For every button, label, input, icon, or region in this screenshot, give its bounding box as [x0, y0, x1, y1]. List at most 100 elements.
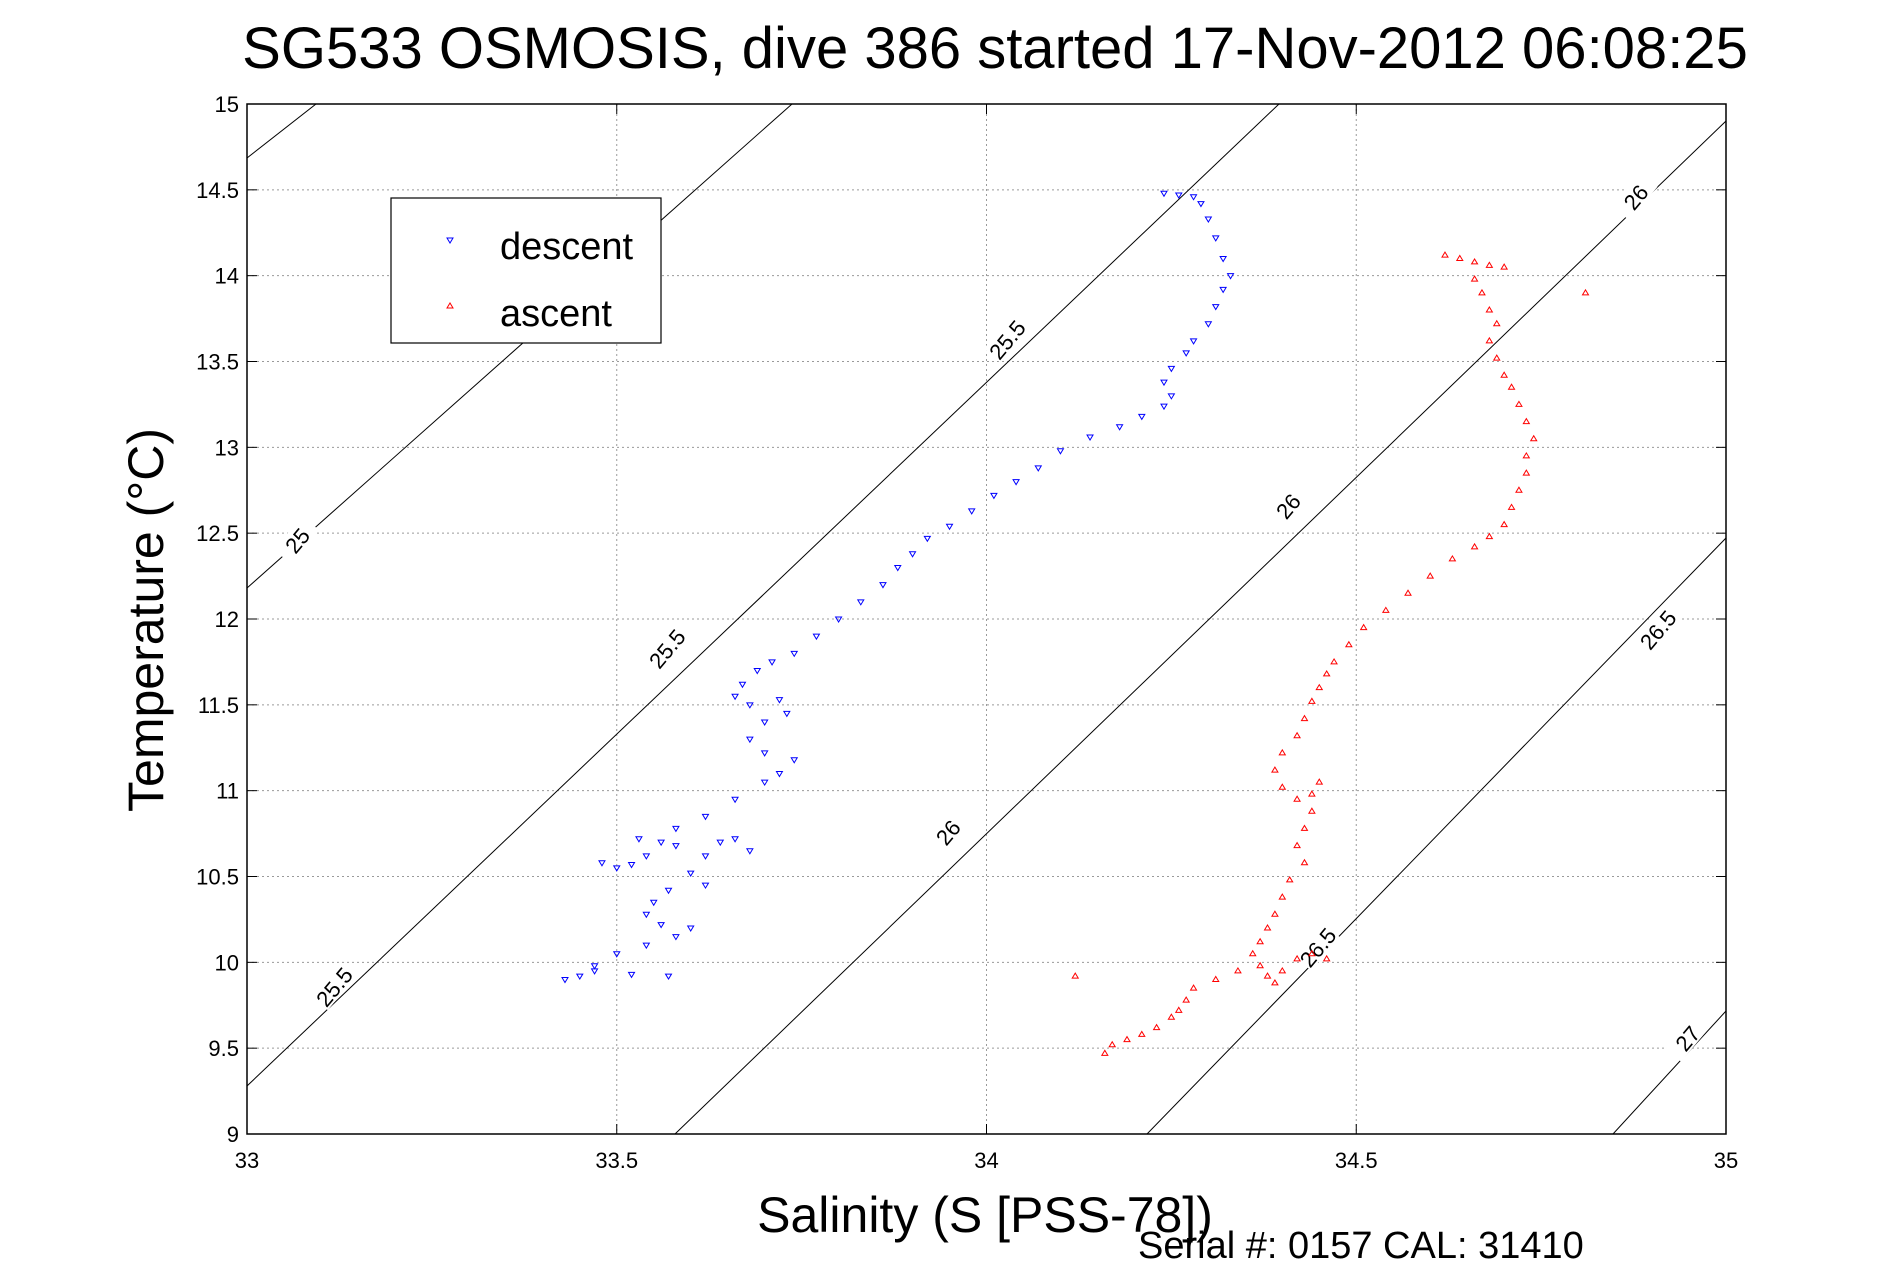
- descent-point: [856, 599, 865, 606]
- ascent-point: [1455, 254, 1464, 261]
- descent-point: [760, 750, 769, 757]
- ascent-point: [1315, 683, 1324, 691]
- x-axis-label: Salinity (S [PSS-78]): [757, 1187, 1213, 1243]
- descent-point: [790, 757, 799, 764]
- ascent-point: [1285, 875, 1294, 883]
- ascent-point: [1485, 261, 1494, 268]
- ascent-point: [1307, 949, 1316, 957]
- ascent-point: [1152, 1023, 1161, 1031]
- descent-point: [664, 887, 673, 895]
- ascent-point: [1448, 554, 1457, 562]
- ascent-point: [1500, 263, 1509, 270]
- ascent-point: [1529, 434, 1538, 442]
- ascent-point: [1478, 288, 1486, 296]
- y-tick-label: 11: [216, 779, 239, 804]
- descent-point: [612, 865, 621, 872]
- ascent-point: [1278, 783, 1287, 790]
- descent-point: [1160, 190, 1168, 198]
- descent-point: [967, 508, 976, 515]
- ascent-point: [1322, 669, 1331, 677]
- ascent-point: [1515, 400, 1523, 407]
- descent-point: [775, 697, 784, 704]
- descent-point: [1182, 350, 1191, 357]
- descent-point: [745, 736, 754, 744]
- descent-point: [760, 779, 769, 787]
- descent-point: [1137, 413, 1146, 421]
- descent-point: [1211, 235, 1220, 242]
- descent-point: [1219, 256, 1228, 263]
- y-tick-label: 12: [215, 607, 239, 632]
- descent-point: [893, 565, 902, 572]
- ascent-point: [1234, 966, 1242, 974]
- ascent-point: [1344, 640, 1353, 648]
- legend-ascent-label: ascent: [500, 293, 612, 335]
- ascent-point: [1315, 778, 1324, 785]
- ascent-point: [1263, 972, 1272, 979]
- ascent-point: [1507, 503, 1516, 510]
- descent-point: [686, 925, 695, 932]
- descent-point: [701, 813, 710, 821]
- descent-point: [598, 860, 606, 867]
- descent-point: [627, 971, 636, 979]
- y-tick-label: 9.5: [208, 1036, 239, 1061]
- ascent-point: [1500, 520, 1509, 528]
- contour-label-background: [273, 515, 320, 564]
- y-tick-label: 10: [215, 950, 239, 975]
- ascent-point: [1522, 469, 1531, 476]
- ascent-point: [1271, 978, 1279, 986]
- contour-label-background: [643, 624, 689, 672]
- data-points: [561, 190, 1590, 1056]
- descent-point: [1086, 434, 1094, 442]
- legend-box: [390, 197, 662, 344]
- descent-point: [642, 942, 651, 950]
- y-tick-label: 10.5: [196, 865, 239, 890]
- descent-point: [1211, 304, 1220, 311]
- ascent-point: [1522, 417, 1531, 425]
- y-tick-label: 14.5: [196, 178, 239, 203]
- y-tick-label: 9: [227, 1122, 239, 1147]
- descent-point: [738, 681, 747, 689]
- ascent-point: [1507, 383, 1516, 390]
- ascent-point: [1500, 371, 1509, 378]
- ascent-point: [1182, 996, 1191, 1003]
- ascent-point: [1522, 451, 1531, 459]
- ascent-point: [1293, 841, 1301, 849]
- ascent-point: [1359, 623, 1368, 631]
- descent-point: [1226, 273, 1235, 280]
- descent-point: [731, 836, 739, 843]
- ascent-point: [1278, 966, 1287, 974]
- descent-point: [716, 839, 725, 847]
- descent-point: [745, 848, 754, 855]
- ascent-point: [1071, 972, 1080, 979]
- y-tick-label: 14: [215, 264, 239, 289]
- y-tick-label: 12.5: [196, 521, 239, 546]
- descent-point: [1189, 194, 1198, 201]
- descent-point: [1167, 393, 1176, 400]
- ascent-point: [1278, 748, 1287, 756]
- descent-point: [561, 977, 569, 984]
- ascent-point: [1381, 606, 1390, 613]
- contour-label-background: [1664, 1013, 1710, 1062]
- ascent-point: [1167, 1013, 1176, 1020]
- ascent-point: [1307, 790, 1316, 797]
- descent-point: [760, 719, 769, 726]
- ascent-point: [1293, 731, 1301, 739]
- ascent-point: [1300, 714, 1309, 722]
- descent-point: [672, 843, 680, 850]
- descent-point: [1012, 479, 1020, 486]
- descent-point: [990, 492, 998, 500]
- ascent-point: [1322, 954, 1331, 962]
- descent-point: [672, 825, 680, 833]
- descent-point: [1160, 403, 1168, 411]
- ascent-point: [1307, 807, 1316, 814]
- y-tick-label: 13: [215, 435, 239, 460]
- descent-point: [812, 633, 821, 641]
- descent-point: [1056, 448, 1065, 455]
- descent-point: [745, 702, 754, 709]
- descent-point: [1167, 365, 1176, 373]
- ascent-point: [1108, 1040, 1117, 1048]
- descent-point: [590, 968, 599, 975]
- density-contours: [247, 104, 1726, 1134]
- ascent-point: [1307, 697, 1316, 704]
